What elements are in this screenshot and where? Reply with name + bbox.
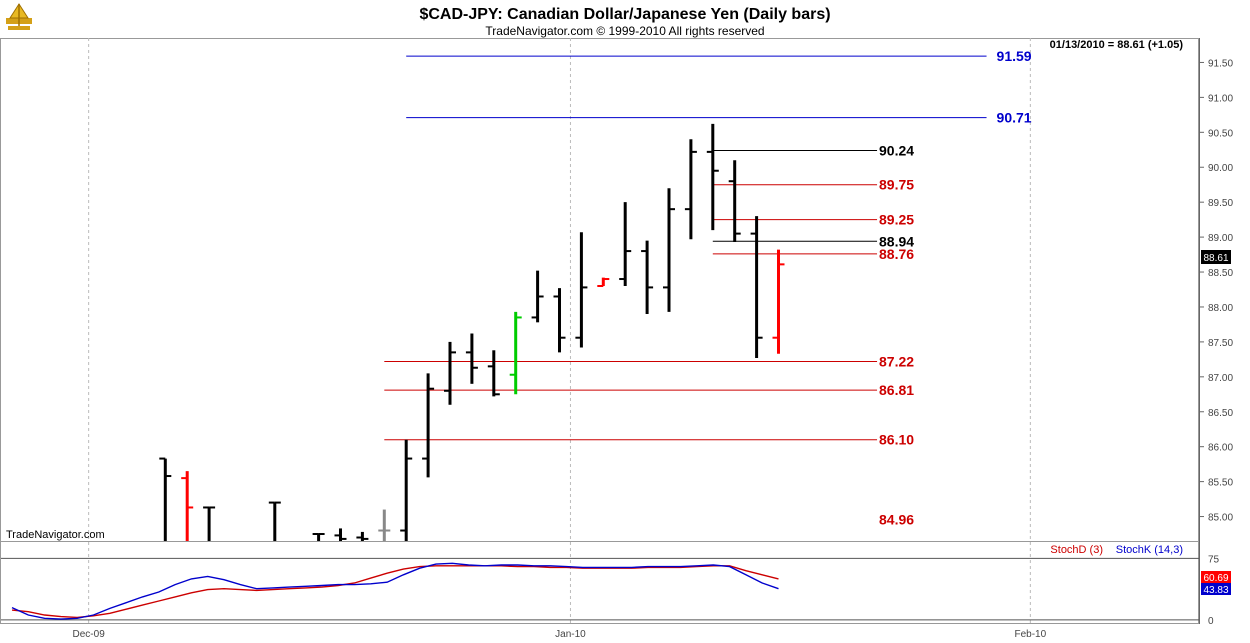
watermark-text: TradeNavigator.com bbox=[6, 529, 105, 541]
ohlc-bar-27 bbox=[597, 277, 610, 288]
price-tick-label-5: 89.00 bbox=[1208, 233, 1233, 244]
price-tick-label-4: 89.50 bbox=[1208, 198, 1233, 209]
ohlc-bar-26 bbox=[575, 232, 588, 348]
level-label-5: 88.94 bbox=[879, 233, 914, 249]
ohlc-bar-29 bbox=[641, 240, 654, 314]
stoch-d-legend: StochD (3) bbox=[1050, 544, 1103, 556]
price-tick-label-10: 86.50 bbox=[1208, 408, 1233, 419]
level-label-1: 90.71 bbox=[997, 110, 1032, 126]
price-tick-label-12: 85.50 bbox=[1208, 478, 1233, 489]
ohlc-bar-17 bbox=[378, 509, 391, 541]
ohlc-bar-31 bbox=[684, 139, 697, 240]
level-label-7: 87.22 bbox=[879, 353, 914, 369]
ohlc-bar-20 bbox=[444, 341, 456, 405]
svg-text:88.61: 88.61 bbox=[1203, 253, 1228, 264]
price-tick-label-9: 87.00 bbox=[1208, 373, 1233, 384]
quote-readout: 01/13/2010 = 88.61 (+1.05) bbox=[1050, 39, 1184, 51]
ohlc-bar-34 bbox=[750, 216, 763, 358]
date-label-2: Feb-10 bbox=[1015, 629, 1047, 640]
stoch-d-value-tag: 60.69 bbox=[1201, 571, 1231, 584]
stoch-d-line bbox=[11, 565, 779, 619]
price-tick-label-11: 86.00 bbox=[1208, 443, 1233, 454]
level-label-10: 84.96 bbox=[879, 511, 914, 527]
level-label-8: 86.81 bbox=[879, 382, 914, 398]
stoch-axis-label-0: 75 bbox=[1208, 554, 1220, 565]
price-tick-label-8: 87.50 bbox=[1208, 338, 1233, 349]
ohlc-bar-15 bbox=[334, 528, 347, 541]
svg-text:60.69: 60.69 bbox=[1203, 573, 1228, 584]
ohlc-bar-33 bbox=[728, 160, 741, 242]
price-tick-label-6: 88.50 bbox=[1208, 268, 1233, 279]
ohlc-bar-24 bbox=[531, 270, 544, 323]
stoch-k-line bbox=[11, 562, 779, 620]
price-tick-label-13: 85.00 bbox=[1208, 513, 1233, 524]
ohlc-bar-18 bbox=[400, 439, 413, 541]
price-axis: 91.50 91.00 90.50 90.00 89.50 89.00 88.50 88.00… bbox=[1199, 58, 1233, 524]
ohlc-bar-23 bbox=[509, 311, 522, 395]
price-tick-label-0: 91.50 bbox=[1208, 58, 1233, 69]
stoch-k-legend: StochK (14,3) bbox=[1116, 544, 1183, 556]
svg-text:43.83: 43.83 bbox=[1203, 585, 1228, 596]
level-label-0: 91.59 bbox=[997, 48, 1032, 64]
level-label-3: 89.75 bbox=[879, 177, 914, 193]
ohlc-bar-16 bbox=[356, 531, 369, 541]
date-label-0: Dec-09 bbox=[73, 629, 106, 640]
price-tick-label-7: 88.00 bbox=[1208, 303, 1233, 314]
ohlc-bar-22 bbox=[487, 350, 500, 397]
ohlc-bar-30 bbox=[663, 188, 675, 312]
ohlc-bar-32 bbox=[706, 123, 719, 231]
ohlc-bar-8 bbox=[181, 471, 194, 541]
stoch-axis-label-1: 0 bbox=[1208, 616, 1214, 627]
price-tick-label-1: 91.00 bbox=[1208, 93, 1233, 104]
price-bars bbox=[159, 123, 785, 541]
date-axis: Dec-09 Jan-10 Feb-10 bbox=[73, 629, 1047, 640]
ohlc-bar-19 bbox=[422, 373, 435, 478]
chart-title: $CAD-JPY: Canadian Dollar/Japanese Yen (… bbox=[419, 6, 830, 23]
ohlc-bar-25 bbox=[553, 288, 566, 353]
last-price-tag: 88.61 bbox=[1201, 250, 1231, 264]
ohlc-bar-28 bbox=[619, 202, 632, 287]
price-tick-label-2: 90.50 bbox=[1208, 128, 1233, 139]
date-label-1: Jan-10 bbox=[555, 629, 586, 640]
ohlc-bar-12 bbox=[268, 501, 281, 541]
level-label-2: 90.24 bbox=[879, 142, 914, 158]
stochastic-panel: 75 0 bbox=[1, 554, 1220, 627]
level-label-4: 89.25 bbox=[879, 212, 914, 228]
ohlc-bar-9 bbox=[203, 506, 216, 541]
stoch-k-value-tag: 43.83 bbox=[1201, 583, 1231, 596]
ohlc-bar-21 bbox=[465, 333, 478, 384]
ohlc-bar-7 bbox=[159, 457, 172, 541]
copyright-text: TradeNavigator.com © 1999-2010 All right… bbox=[485, 24, 764, 38]
price-tick-label-3: 90.00 bbox=[1208, 163, 1233, 174]
logo-icon bbox=[6, 3, 32, 30]
level-label-9: 86.10 bbox=[879, 432, 914, 448]
level-label-6: 88.76 bbox=[879, 246, 914, 262]
stoch-panel-frame bbox=[0, 541, 1199, 624]
ohlc-bar-35 bbox=[772, 249, 785, 354]
gridlines bbox=[88, 38, 1031, 624]
ohlc-bar-14 bbox=[312, 533, 325, 541]
